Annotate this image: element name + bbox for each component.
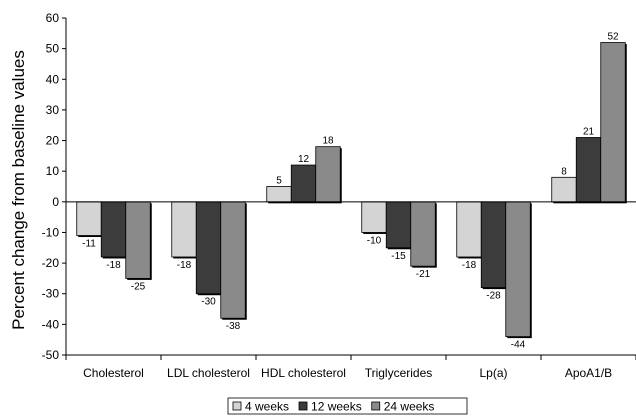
y-tick-label: 60 bbox=[46, 11, 60, 25]
category-label: Triglycerides bbox=[365, 366, 433, 380]
y-tick-label: -50 bbox=[42, 348, 60, 362]
legend-swatch bbox=[298, 401, 308, 411]
legend-swatch bbox=[232, 401, 242, 411]
legend-box bbox=[227, 397, 468, 415]
data-label: -28 bbox=[486, 291, 501, 302]
y-tick-label: 40 bbox=[46, 72, 60, 86]
data-label: 52 bbox=[607, 32, 619, 43]
legend-swatch bbox=[371, 401, 381, 411]
bar bbox=[410, 201, 436, 267]
legend-label: 4 weeks bbox=[245, 400, 289, 414]
bar bbox=[505, 201, 531, 338]
data-label: -18 bbox=[106, 260, 121, 271]
bar bbox=[171, 201, 197, 258]
data-label: -18 bbox=[177, 260, 192, 271]
bar bbox=[575, 137, 602, 203]
legend-label: 24 weeks bbox=[384, 400, 435, 414]
bar bbox=[551, 176, 577, 203]
bar bbox=[125, 201, 151, 279]
y-tick-label: -30 bbox=[42, 287, 60, 301]
legend: 4 weeks 12 weeks 24 weeks bbox=[227, 397, 468, 415]
legend-label: 12 weeks bbox=[311, 400, 362, 414]
y-tick-label: 10 bbox=[46, 164, 60, 178]
bar bbox=[290, 164, 317, 203]
data-label: -10 bbox=[367, 235, 382, 246]
plot-area: 60 50 40 30 20 10 0 -10 -20 -30 -40 -50 -11 -18 -25 Cho… bbox=[42, 11, 636, 380]
y-tick-label: 20 bbox=[46, 134, 60, 148]
data-label: -21 bbox=[416, 269, 431, 280]
data-label: 21 bbox=[583, 126, 595, 137]
data-label: 18 bbox=[322, 136, 334, 147]
data-label: -11 bbox=[82, 239, 96, 250]
category-label: Lp(a) bbox=[479, 366, 507, 380]
category-label: HDL cholesterol bbox=[261, 366, 346, 380]
y-tick-label: 30 bbox=[46, 103, 60, 117]
bar bbox=[456, 201, 482, 258]
bar bbox=[600, 42, 626, 203]
bar bbox=[480, 201, 507, 288]
y-axis-label: Percent change from baseline values bbox=[9, 50, 28, 330]
data-label: 5 bbox=[276, 176, 282, 187]
data-label: -44 bbox=[511, 340, 526, 351]
data-label: -25 bbox=[131, 281, 146, 292]
bar bbox=[195, 201, 222, 295]
bar bbox=[361, 201, 387, 233]
data-label: -15 bbox=[391, 251, 406, 262]
bar bbox=[76, 201, 102, 236]
bar bbox=[100, 201, 127, 258]
data-label: -18 bbox=[462, 260, 477, 271]
bar bbox=[266, 186, 292, 203]
y-tick-label: 50 bbox=[46, 42, 60, 56]
bar bbox=[315, 146, 341, 203]
category-label: ApoA1/B bbox=[565, 366, 612, 380]
bar bbox=[385, 201, 412, 249]
bar bbox=[220, 201, 246, 319]
y-tick-label: 0 bbox=[52, 195, 59, 209]
category-label: Cholesterol bbox=[83, 366, 144, 380]
category-label: LDL cholesterol bbox=[167, 366, 250, 380]
y-tick-label: -10 bbox=[42, 225, 60, 239]
data-label: -38 bbox=[226, 321, 241, 332]
y-tick-label: -20 bbox=[42, 256, 60, 270]
y-tick-label: -40 bbox=[42, 317, 60, 331]
data-label: 12 bbox=[298, 154, 310, 165]
data-label: 8 bbox=[561, 166, 567, 177]
data-label: -30 bbox=[201, 297, 216, 308]
